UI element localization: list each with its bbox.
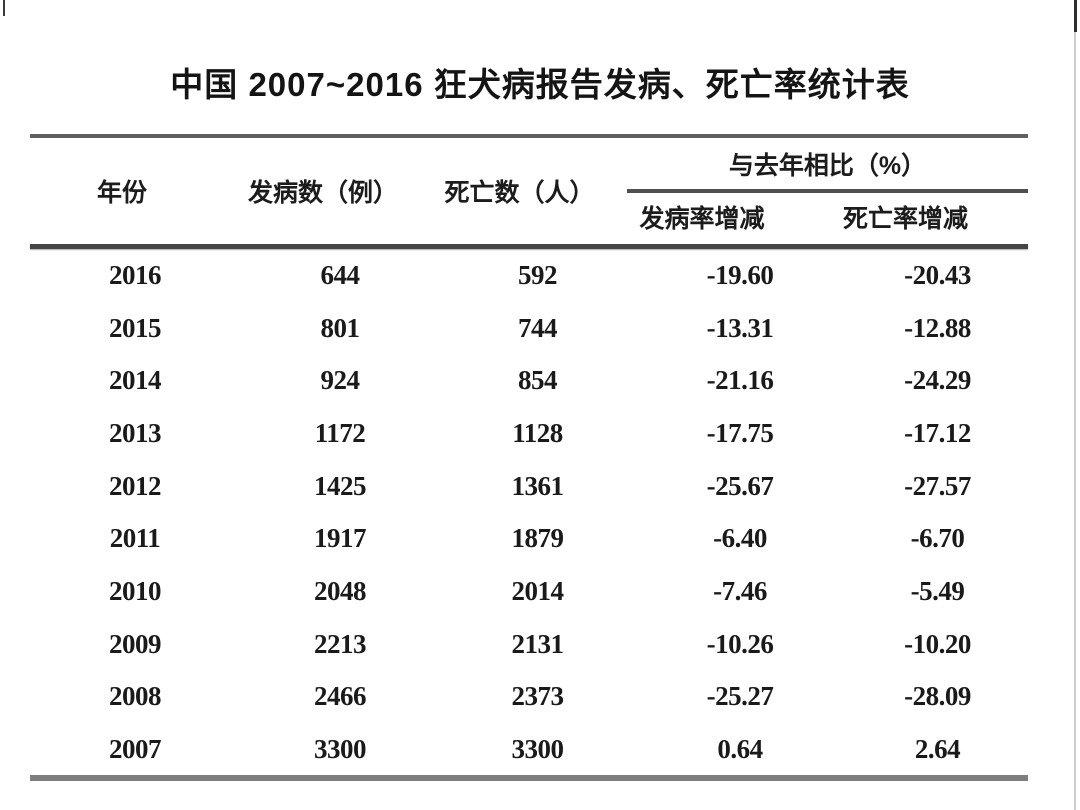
cell-incidence-change: -10.26 bbox=[706, 628, 774, 659]
cell-year: 2015 bbox=[109, 312, 162, 343]
column-header-deaths: 死亡数（人） bbox=[444, 179, 595, 207]
cell-deaths: 1879 bbox=[511, 523, 565, 554]
cell-deaths: 3300 bbox=[511, 734, 565, 765]
cell-incidence-change: 0.64 bbox=[717, 734, 763, 765]
column-header-year: 年份 bbox=[96, 179, 147, 207]
cell-cases: 644 bbox=[320, 259, 361, 290]
cell-year: 2007 bbox=[109, 734, 162, 765]
cell-deaths: 1128 bbox=[512, 417, 563, 448]
cell-incidence-change: -19.60 bbox=[706, 259, 774, 290]
cell-cases: 924 bbox=[320, 365, 361, 396]
cell-cases: 2213 bbox=[314, 628, 367, 659]
table-top-rule bbox=[30, 134, 1028, 138]
cell-cases: 1172 bbox=[314, 417, 366, 448]
table-row: 2007 3300 3300 0.64 2.64 bbox=[30, 723, 1030, 776]
cell-death-change: -17.12 bbox=[904, 417, 971, 448]
cell-cases: 1425 bbox=[314, 470, 367, 501]
table-row: 2012 1425 1361 -25.67 -27.57 bbox=[30, 460, 1030, 513]
cell-cases: 801 bbox=[320, 312, 361, 343]
cell-cases: 3300 bbox=[314, 734, 367, 765]
table-header: 年份 发病数（例） 死亡数（人） 与去年相比（%） 发病率增减 死亡率增减 bbox=[30, 138, 1030, 244]
cell-deaths: 2014 bbox=[511, 575, 565, 606]
cell-year: 2013 bbox=[109, 417, 162, 448]
column-header-compare-group: 与去年相比（%） bbox=[728, 152, 927, 180]
column-header-death-change: 死亡率增减 bbox=[842, 205, 968, 233]
cell-cases: 1917 bbox=[314, 523, 367, 554]
cell-year: 2009 bbox=[109, 628, 162, 659]
compare-group-underline bbox=[627, 189, 1028, 193]
cell-deaths: 2131 bbox=[511, 628, 565, 659]
cell-deaths: 744 bbox=[518, 312, 558, 343]
cell-incidence-change: -7.46 bbox=[713, 575, 767, 606]
cell-death-change: 2.64 bbox=[914, 734, 961, 765]
column-header-cases: 发病数（例） bbox=[247, 179, 398, 207]
cell-death-change: -20.43 bbox=[904, 259, 971, 290]
cell-death-change: -12.88 bbox=[904, 312, 971, 343]
cell-incidence-change: -25.27 bbox=[706, 681, 774, 712]
cell-incidence-change: -21.16 bbox=[706, 365, 774, 396]
table-row: 2013 1172 1128 -17.75 -17.12 bbox=[30, 407, 1030, 460]
cell-cases: 2048 bbox=[314, 575, 367, 606]
cell-death-change: -10.20 bbox=[904, 628, 971, 659]
scan-edge-artifact-right-top bbox=[1074, 0, 1077, 32]
cell-death-change: -6.70 bbox=[910, 523, 965, 554]
cell-death-change: -5.49 bbox=[910, 575, 965, 606]
cell-incidence-change: -6.40 bbox=[713, 523, 767, 554]
table-header-rule bbox=[30, 244, 1028, 249]
cell-deaths: 592 bbox=[518, 259, 558, 290]
cell-year: 2012 bbox=[109, 470, 162, 501]
cell-death-change: -24.29 bbox=[904, 365, 971, 396]
scan-edge-artifact-left-top bbox=[3, 0, 5, 16]
cell-deaths: 2373 bbox=[511, 681, 565, 712]
table-bottom-rule bbox=[30, 775, 1028, 781]
table-row: 2016 644 592 -19.60 -20.43 bbox=[30, 249, 1030, 302]
cell-incidence-change: -25.67 bbox=[706, 470, 774, 501]
cell-year: 2010 bbox=[109, 575, 162, 606]
scan-edge-artifact-right bbox=[1074, 0, 1076, 810]
table-row: 2011 1917 1879 -6.40 -6.70 bbox=[30, 512, 1030, 565]
cell-death-change: -28.09 bbox=[904, 681, 971, 712]
cell-year: 2011 bbox=[109, 523, 161, 554]
table-row: 2010 2048 2014 -7.46 -5.49 bbox=[30, 565, 1030, 618]
cell-incidence-change: -13.31 bbox=[706, 312, 774, 343]
cell-death-change: -27.57 bbox=[904, 470, 971, 501]
cell-incidence-change: -17.75 bbox=[706, 417, 774, 448]
cell-year: 2016 bbox=[109, 259, 162, 290]
table-row: 2008 2466 2373 -25.27 -28.09 bbox=[30, 671, 1030, 724]
cell-year: 2014 bbox=[109, 365, 162, 396]
column-header-incidence-change: 发病率增减 bbox=[639, 205, 765, 233]
table-row: 2014 924 854 -21.16 -24.29 bbox=[30, 354, 1030, 407]
table-row: 2015 801 744 -13.31 -12.88 bbox=[30, 302, 1030, 355]
cell-cases: 2466 bbox=[314, 681, 367, 712]
cell-deaths: 1361 bbox=[511, 470, 565, 501]
page-title: 中国 2007~2016 狂犬病报告发病、死亡率统计表 bbox=[170, 66, 910, 103]
table-body: 2016 644 592 -19.60 -20.43 2015 801 744 … bbox=[30, 249, 1030, 776]
cell-year: 2008 bbox=[109, 681, 162, 712]
cell-deaths: 854 bbox=[518, 365, 558, 396]
table-row: 2009 2213 2131 -10.26 -10.20 bbox=[30, 618, 1030, 671]
